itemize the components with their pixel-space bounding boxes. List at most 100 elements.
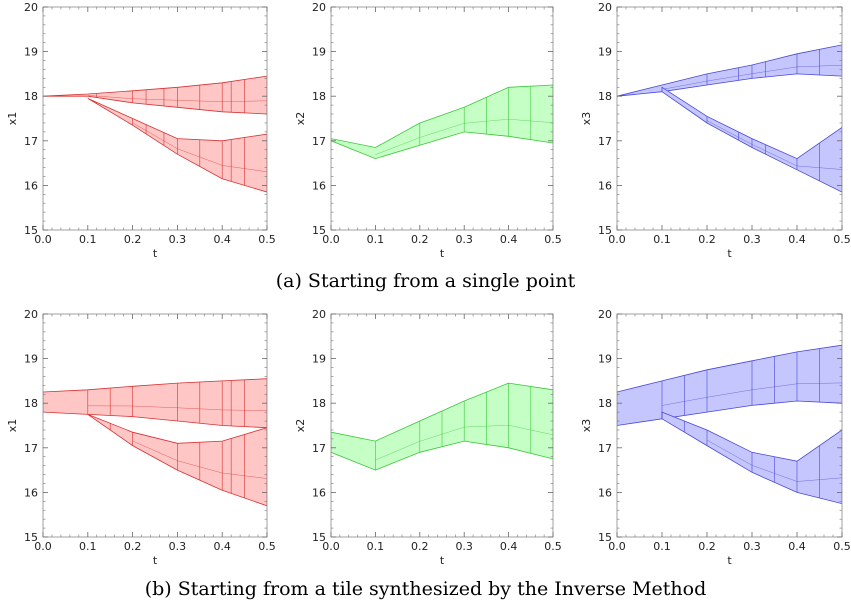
x-tick-label: 0.4 xyxy=(213,540,231,553)
x-tick-label: 0.1 xyxy=(653,233,671,246)
y-tick-label: 20 xyxy=(24,1,38,14)
x-axis-label: t xyxy=(727,554,732,567)
y-axis-label: x2 xyxy=(294,419,307,433)
chart-panel-b2: 0.0 0.1 0.2 0.3 0.4 0.5 15 16 17 18 19 20 t x2 xyxy=(294,308,562,567)
data-layer xyxy=(43,378,267,507)
y-tick-label: 19 xyxy=(24,353,38,366)
y-tick-label: 15 xyxy=(598,531,612,544)
y-axis-label: x3 xyxy=(580,112,593,126)
y-tick-label: 18 xyxy=(24,397,38,410)
x-tick-label: 0.2 xyxy=(124,233,142,246)
plot-frame xyxy=(616,313,843,538)
x-tick-label: 0.1 xyxy=(79,540,97,553)
y-tick-label: 16 xyxy=(312,486,326,499)
chart-panel-b1: 0.0 0.1 0.2 0.3 0.4 0.5 15 16 17 18 19 20 t x1 xyxy=(6,308,276,567)
y-tick-label: 18 xyxy=(312,90,326,103)
x-tick-label: 0.4 xyxy=(788,233,806,246)
y-tick-label: 18 xyxy=(598,397,612,410)
y-tick-label: 17 xyxy=(598,442,612,455)
x-tick-label: 0.5 xyxy=(544,540,562,553)
plot-frame xyxy=(42,313,268,538)
y-tick-label: 15 xyxy=(598,224,612,237)
y-axis-label: x3 xyxy=(580,419,593,433)
caption-a: (a) Starting from a single point xyxy=(275,270,576,292)
x-axis-label: t xyxy=(153,554,158,567)
y-tick-label: 19 xyxy=(312,353,326,366)
x-tick-label: 0.1 xyxy=(367,233,385,246)
x-tick-label: 0.5 xyxy=(258,233,276,246)
band-upper xyxy=(617,44,842,97)
plot-frame xyxy=(330,6,554,231)
x-tick-label: 0.0 xyxy=(322,540,340,553)
x-tick-label: 0.5 xyxy=(833,233,851,246)
data-layer xyxy=(617,44,842,193)
x-tick-label: 0.0 xyxy=(322,233,340,246)
band-upper xyxy=(43,378,267,429)
y-axis-label: x1 xyxy=(6,419,19,433)
chart-panel-b3: 0.0 0.1 0.2 0.3 0.4 0.5 15 16 17 18 19 20 t x3 xyxy=(580,308,851,567)
band-main xyxy=(331,84,553,160)
x-tick-label: 0.1 xyxy=(653,540,671,553)
y-axis-label: x1 xyxy=(6,112,19,126)
x-axis-label: t xyxy=(440,247,445,260)
y-tick-label: 17 xyxy=(24,442,38,455)
data-layer xyxy=(331,84,553,160)
x-tick-label: 0.3 xyxy=(743,233,761,246)
y-tick-label: 16 xyxy=(598,179,612,192)
chart-panel-a3: 0.0 0.1 0.2 0.3 0.4 0.5 15 16 17 18 19 20 t x3 xyxy=(580,1,851,260)
data-layer xyxy=(43,75,267,193)
x-tick-label: 0.4 xyxy=(788,540,806,553)
y-tick-label: 15 xyxy=(312,224,326,237)
y-tick-label: 15 xyxy=(312,531,326,544)
y-tick-label: 19 xyxy=(24,46,38,59)
y-tick-label: 16 xyxy=(24,179,38,192)
band-upper xyxy=(617,344,842,426)
y-tick-label: 19 xyxy=(598,46,612,59)
x-tick-label: 0.5 xyxy=(258,540,276,553)
x-tick-label: 0.5 xyxy=(833,540,851,553)
x-tick-label: 0.3 xyxy=(169,540,187,553)
x-tick-label: 0.4 xyxy=(213,233,231,246)
y-tick-label: 17 xyxy=(312,442,326,455)
x-tick-label: 0.3 xyxy=(455,540,473,553)
data-layer xyxy=(617,344,842,505)
x-tick-label: 0.2 xyxy=(411,540,429,553)
y-tick-label: 20 xyxy=(598,308,612,321)
y-tick-label: 19 xyxy=(312,46,326,59)
x-tick-label: 0.4 xyxy=(500,233,518,246)
x-tick-label: 0.2 xyxy=(698,233,716,246)
y-tick-label: 17 xyxy=(598,135,612,148)
y-tick-label: 16 xyxy=(312,179,326,192)
y-axis-label: x2 xyxy=(294,112,307,126)
y-tick-label: 20 xyxy=(24,308,38,321)
x-tick-label: 0.3 xyxy=(743,540,761,553)
x-axis-label: t xyxy=(727,247,732,260)
x-tick-label: 0.2 xyxy=(124,540,142,553)
y-tick-label: 18 xyxy=(312,397,326,410)
plot-frame xyxy=(330,313,554,538)
y-tick-label: 18 xyxy=(598,90,612,103)
y-tick-label: 19 xyxy=(598,353,612,366)
x-tick-label: 0.3 xyxy=(169,233,187,246)
x-axis-label: t xyxy=(153,247,158,260)
x-tick-label: 0.1 xyxy=(367,540,385,553)
x-axis-label: t xyxy=(440,554,445,567)
x-tick-label: 0.0 xyxy=(608,540,626,553)
x-tick-label: 0.2 xyxy=(411,233,429,246)
y-tick-label: 17 xyxy=(24,135,38,148)
y-tick-label: 20 xyxy=(312,1,326,14)
plot-frame xyxy=(616,6,843,231)
caption-b: (b) Starting from a tile synthesized by … xyxy=(144,578,707,600)
chart-panel-a1: 0.0 0.1 0.2 0.3 0.4 0.5 15 16 17 18 19 20 t x1 xyxy=(6,1,276,260)
x-tick-label: 0.5 xyxy=(544,233,562,246)
y-tick-label: 16 xyxy=(24,486,38,499)
x-tick-label: 0.3 xyxy=(455,233,473,246)
x-tick-label: 0.4 xyxy=(500,540,518,553)
x-tick-label: 0.1 xyxy=(79,233,97,246)
y-tick-label: 20 xyxy=(312,308,326,321)
y-tick-label: 17 xyxy=(312,135,326,148)
data-layer xyxy=(331,382,553,471)
y-tick-label: 20 xyxy=(598,1,612,14)
chart-panel-a2: 0.0 0.1 0.2 0.3 0.4 0.5 15 16 17 18 19 20 t x2 xyxy=(294,1,562,260)
